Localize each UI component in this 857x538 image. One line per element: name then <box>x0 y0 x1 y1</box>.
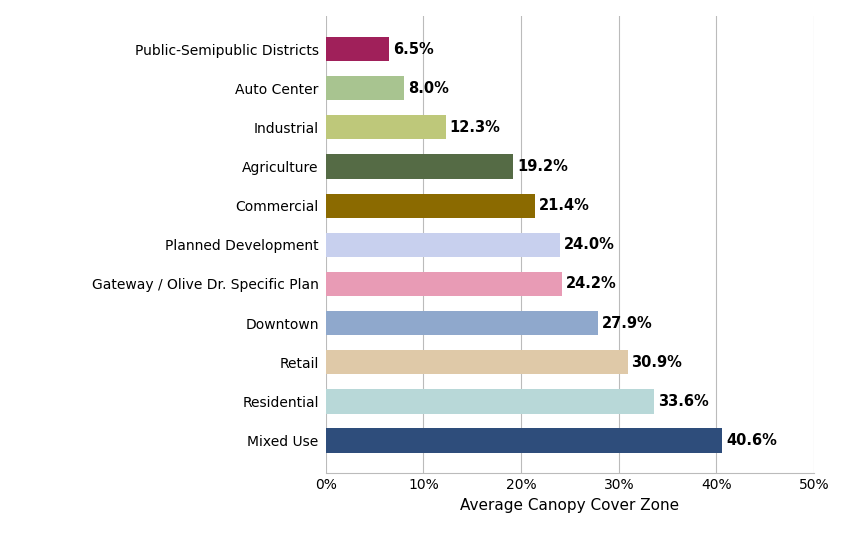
Bar <box>326 389 654 414</box>
Text: 30.9%: 30.9% <box>632 355 682 370</box>
Bar <box>326 76 404 101</box>
Bar <box>326 194 535 218</box>
Text: 6.5%: 6.5% <box>393 41 434 56</box>
Text: 24.2%: 24.2% <box>566 277 617 292</box>
Text: 27.9%: 27.9% <box>602 316 653 330</box>
Text: 33.6%: 33.6% <box>658 394 709 409</box>
Bar <box>326 232 560 257</box>
Bar <box>326 428 722 452</box>
Bar <box>326 272 562 296</box>
Text: 21.4%: 21.4% <box>539 198 590 213</box>
Bar <box>326 350 627 374</box>
X-axis label: Average Canopy Cover Zone: Average Canopy Cover Zone <box>460 498 680 513</box>
Bar <box>326 37 389 61</box>
Text: 12.3%: 12.3% <box>450 120 500 135</box>
Bar <box>326 154 513 179</box>
Text: 40.6%: 40.6% <box>726 433 777 448</box>
Bar <box>326 311 598 335</box>
Text: 19.2%: 19.2% <box>517 159 568 174</box>
Bar <box>326 115 446 139</box>
Text: 8.0%: 8.0% <box>408 81 448 96</box>
Text: 24.0%: 24.0% <box>564 237 615 252</box>
